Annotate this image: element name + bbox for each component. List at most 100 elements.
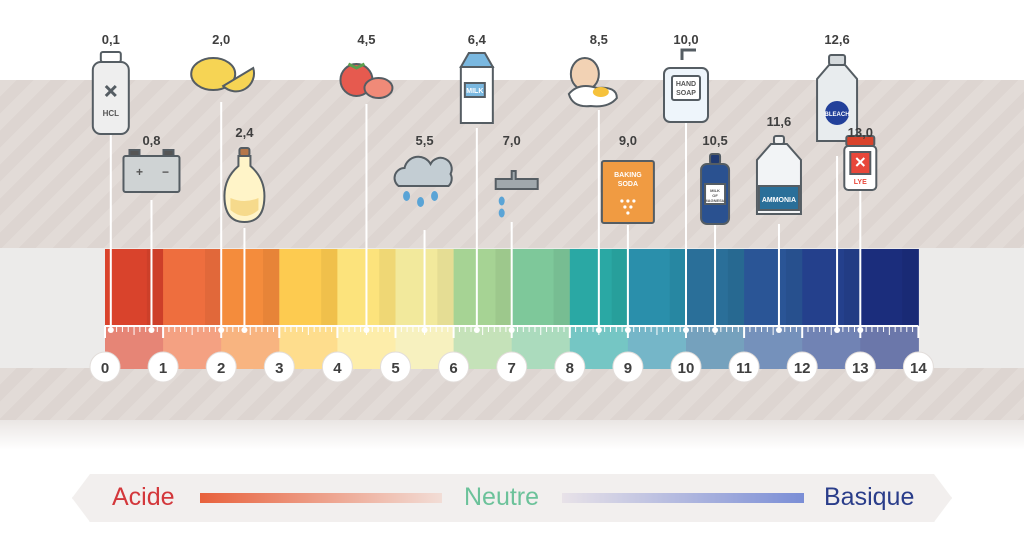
substance-tomato: 4,5 [339, 32, 394, 333]
tick-label: 14 [910, 360, 927, 377]
mom-cap [709, 153, 722, 165]
icon-label-text: AMMONIA [762, 197, 796, 204]
ph-value-label: 2,4 [235, 125, 254, 140]
icon-label-text: HCL [103, 109, 120, 118]
bleach-bottle-icon: BLEACH [816, 54, 859, 142]
soap-pump [680, 48, 696, 60]
substance-rain-cloud: 5,5 [393, 133, 453, 333]
rain-drop [417, 197, 425, 207]
ph-value-label: 2,0 [212, 32, 230, 47]
substance-baking-soda: BAKING SODA 9,0 [600, 133, 655, 333]
ammonia-cap [772, 135, 785, 145]
indicator-dot [624, 327, 631, 333]
ph-value-label: 8,5 [590, 32, 608, 47]
indicator-dot [683, 327, 689, 333]
ph-segment-shade [669, 249, 686, 326]
indicator-dot [421, 327, 428, 333]
rain-drop [431, 191, 439, 201]
carton-label-box [463, 82, 486, 98]
tick-label: 12 [794, 360, 811, 377]
soda-dot [623, 205, 627, 209]
icon-label-text: OF [712, 193, 718, 198]
ph-segment [105, 249, 164, 326]
ph-tick-marker: 4 [321, 351, 353, 383]
tick-circle [554, 351, 586, 383]
lemon-slice [221, 66, 255, 93]
lemon-body [190, 57, 237, 91]
tick-circle [612, 351, 644, 383]
indicator-dot [775, 327, 782, 333]
battery-body [122, 155, 181, 193]
ph-tick-marker: 13 [844, 351, 876, 383]
icon-label-text: MAGNESIA [704, 198, 726, 203]
ph-segment-shade [379, 249, 396, 326]
substance-vinegar-jug: 2,4 [223, 125, 266, 333]
ph-tick-marker: 7 [496, 351, 528, 383]
icon-label-text: BAKING [614, 172, 642, 179]
tick-circle [496, 351, 528, 383]
ph-value-label: 10,5 [702, 133, 727, 148]
soda-dot [620, 199, 624, 203]
lemon-icon [190, 57, 255, 93]
tick-label: 1 [159, 360, 167, 377]
ph-segment-shade [321, 249, 338, 326]
tick-label: 11 [736, 360, 752, 377]
ph-tick-marker: 1 [147, 351, 179, 383]
soda-dot [626, 211, 630, 215]
legend-acid-label: Acide [112, 483, 175, 511]
egg-icon [567, 57, 618, 108]
ph-tick-marker: 8 [554, 351, 586, 383]
icon-label-text: LYE [854, 179, 867, 186]
indicator-dot [241, 327, 248, 333]
ph-segment-shade [785, 249, 803, 326]
ph-segment-shade [844, 249, 861, 326]
tick-circle [147, 351, 179, 383]
tick-label: 5 [391, 360, 399, 377]
vinegar-jug-icon [223, 147, 266, 224]
ph-segment [279, 249, 338, 326]
hand-soap-icon: HAND SOAP [663, 48, 709, 123]
substance-ammonia-bottle: AMMONIA 11,6 [755, 114, 802, 333]
battery-minus: − [162, 165, 169, 179]
ph-segment-shade [204, 249, 222, 326]
bottle-cap [99, 51, 122, 63]
tick-label: 0 [101, 360, 109, 377]
tick-label: 9 [624, 360, 632, 377]
tick-circle [205, 351, 237, 383]
substance-lemon: 2,0 [190, 32, 255, 333]
ph-segment [802, 249, 861, 326]
egg-yolk [592, 87, 609, 97]
ph-tick-marker: 12 [786, 351, 818, 383]
indicator-dot [857, 327, 864, 333]
tick-circle [89, 351, 121, 383]
water-drop [498, 208, 505, 218]
ph-value-label: 0,1 [102, 32, 120, 47]
ph-tick-marker: 5 [380, 351, 411, 383]
milk-carton-icon: MILK [459, 52, 495, 124]
legend-acid-gradient [200, 493, 442, 503]
bleach-cap [828, 54, 847, 66]
ph-segment [453, 249, 513, 326]
indicator-dot [595, 327, 602, 333]
tick-label: 13 [852, 360, 869, 377]
ph-segment [511, 249, 571, 326]
ph-segment-shade [553, 249, 570, 326]
tap-body [494, 170, 539, 190]
indicator-dot [107, 327, 114, 333]
tick-circle [728, 351, 760, 383]
ph-segment-shade [437, 249, 454, 326]
tick-circle [902, 351, 934, 383]
ph-tick-marker: 2 [205, 351, 237, 383]
substance-hand-soap: HAND SOAP 10,0 [663, 32, 709, 333]
ph-value-label: 4,5 [357, 32, 375, 47]
tick-label: 7 [508, 360, 516, 377]
battery-terminal [162, 149, 175, 157]
icon-label-text: BLEACH [825, 112, 850, 118]
jug-liquid [230, 198, 259, 216]
tomato-leaf [347, 62, 366, 70]
tomato-icon [339, 62, 394, 99]
substance-battery: + −0,8 [122, 133, 181, 333]
